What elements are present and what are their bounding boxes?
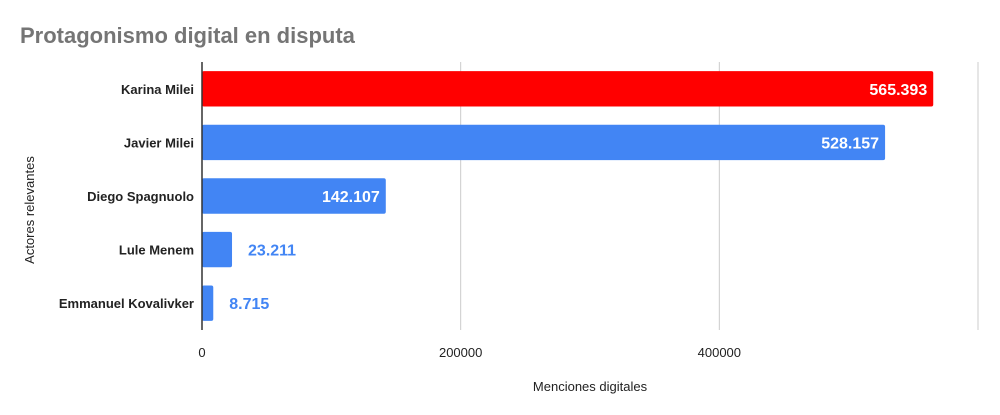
bar-lule-menem bbox=[202, 231, 233, 268]
bar-diego-spagnuolo bbox=[202, 178, 386, 214]
value-label: 528.157 bbox=[821, 135, 879, 152]
value-label: 8.715 bbox=[229, 296, 269, 313]
chart-title: Protagonismo digital en disputa bbox=[20, 23, 356, 48]
value-labels: 565.393 528.157 142.107 23.211 8.715 bbox=[229, 82, 927, 313]
x-tick-labels: 0 200000 400000 bbox=[198, 345, 741, 360]
category-labels: Karina Milei Javier Milei Diego Spagnuolo L… bbox=[59, 82, 194, 311]
category-label: Karina Milei bbox=[121, 82, 194, 97]
x-tick-label: 400000 bbox=[698, 345, 741, 360]
gridlines bbox=[460, 62, 979, 330]
x-axis-title: Menciones digitales bbox=[533, 379, 648, 394]
x-tick-label: 0 bbox=[198, 345, 205, 360]
value-label: 142.107 bbox=[322, 189, 380, 206]
bar-emmanuel-kovalivker bbox=[202, 285, 214, 321]
category-label: Diego Spagnuolo bbox=[87, 189, 194, 204]
category-label: Lule Menem bbox=[119, 243, 194, 258]
bar-karina-milei bbox=[202, 71, 934, 107]
value-label: 565.393 bbox=[869, 82, 927, 99]
bar-javier-milei bbox=[202, 124, 886, 161]
category-label: Javier Milei bbox=[124, 135, 194, 150]
category-label: Emmanuel Kovalivker bbox=[59, 296, 194, 311]
value-label: 23.211 bbox=[248, 243, 296, 260]
bars bbox=[202, 71, 934, 321]
y-axis-title: Actores relevantes bbox=[22, 156, 37, 264]
x-tick-label: 200000 bbox=[439, 345, 482, 360]
